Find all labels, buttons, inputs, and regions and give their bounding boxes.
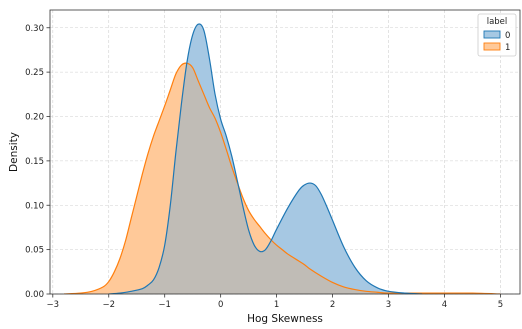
legend-swatch-1 bbox=[483, 42, 501, 51]
legend-label-0: 0 bbox=[505, 31, 510, 41]
y-tick-label: 0.05 bbox=[25, 246, 44, 256]
x-tick-label: −2 bbox=[102, 300, 115, 310]
y-tick-label: 0.15 bbox=[25, 157, 44, 167]
y-tick-label: 0.00 bbox=[25, 290, 44, 300]
x-tick-label: 2 bbox=[330, 300, 335, 310]
legend-title: label bbox=[487, 17, 508, 27]
legend: label 0 1 bbox=[477, 13, 517, 57]
legend-swatch-0 bbox=[483, 30, 501, 39]
y-tick-label: 0.30 bbox=[25, 24, 44, 34]
x-tick-label: −3 bbox=[47, 300, 60, 310]
x-axis-label: Hog Skewness bbox=[247, 313, 323, 325]
y-tick-label: 0.25 bbox=[25, 68, 44, 78]
legend-label-1: 1 bbox=[505, 43, 510, 53]
x-tick-label: 3 bbox=[386, 300, 391, 310]
x-tick-label: 1 bbox=[274, 300, 279, 310]
y-tick-label: 0.10 bbox=[25, 201, 44, 211]
x-tick-label: −1 bbox=[158, 300, 171, 310]
y-axis-label: Density bbox=[8, 132, 20, 172]
x-tick-label: 0 bbox=[218, 300, 223, 310]
y-tick-label: 0.20 bbox=[25, 113, 44, 123]
x-tick-label: 4 bbox=[442, 300, 447, 310]
x-tick-label: 5 bbox=[498, 300, 503, 310]
series-0-line bbox=[108, 23, 423, 294]
plot-frame bbox=[49, 9, 521, 295]
series-1-line bbox=[63, 62, 501, 294]
axis-ticks: −3 −2 −1 0 1 2 3 4 5 0.00 0.05 0.10 0.15 0.20 0.25 0.30 bbox=[25, 24, 503, 310]
